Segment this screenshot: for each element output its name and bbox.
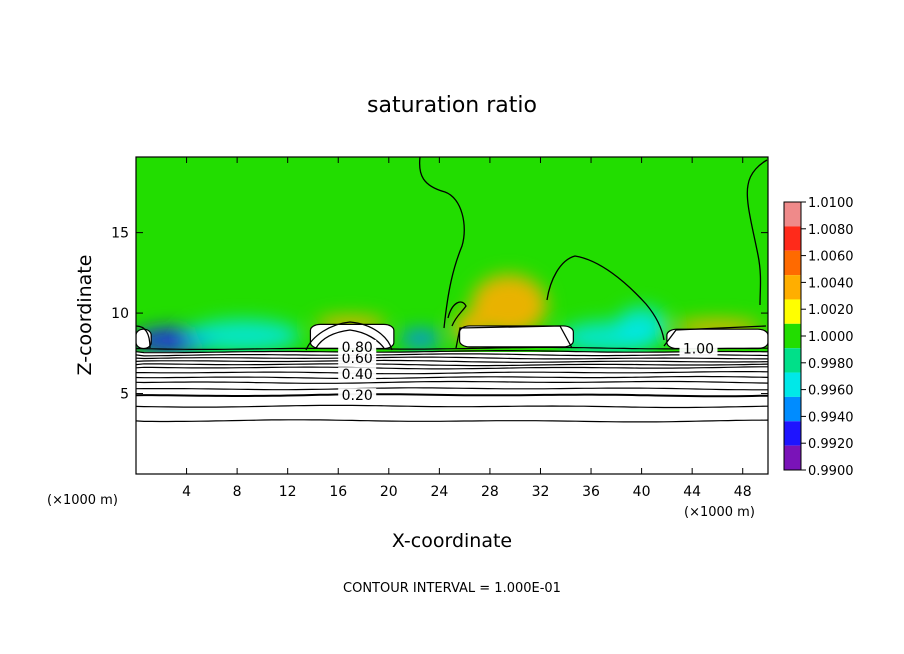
x-tick-label-7: 32 bbox=[532, 484, 550, 500]
dry-anomaly-1 bbox=[186, 319, 301, 352]
colorbar-tick-label-9: 0.9920 bbox=[808, 437, 854, 452]
y-axis-ticks: 5 10 15 bbox=[111, 226, 768, 403]
contour-interval-footer: CONTOUR INTERVAL = 1.000E-01 bbox=[343, 581, 561, 596]
stratum-contour-5 bbox=[136, 363, 768, 367]
dry-anomaly-2 bbox=[400, 329, 441, 349]
contour-label-bg-3 bbox=[338, 339, 377, 354]
x-tick-label-5: 24 bbox=[430, 484, 448, 500]
saturated-region-2 bbox=[458, 325, 574, 348]
contour-lines bbox=[136, 157, 768, 351]
stratum-contour-7 bbox=[136, 371, 768, 375]
stratum-contour-2 bbox=[136, 353, 768, 357]
cloud-contour-arch bbox=[305, 321, 393, 351]
x-tick-label-8: 36 bbox=[582, 484, 600, 500]
colorbar-band-8 bbox=[784, 396, 801, 422]
colorbar-band-5 bbox=[784, 323, 801, 349]
colorbar-tick-label-8: 0.9940 bbox=[808, 410, 854, 425]
colorbar-band-9 bbox=[784, 421, 801, 446]
colorbar-band-0 bbox=[784, 202, 801, 227]
stratum-contour-1 bbox=[136, 350, 768, 354]
x-tick-label-10: 44 bbox=[683, 484, 701, 500]
y-tick-label-1: 10 bbox=[111, 306, 129, 322]
stratum-contour-10 bbox=[136, 387, 768, 391]
colorbar-tick-label-5: 1.0000 bbox=[808, 330, 854, 345]
contour-label-bg-0 bbox=[338, 388, 377, 403]
contour-label-0: 0.20 bbox=[342, 388, 373, 404]
colorbar-band-6 bbox=[784, 348, 801, 373]
stratum-contour-4 bbox=[136, 359, 768, 363]
colorbar-band-10 bbox=[784, 445, 801, 470]
colorbar-tick-label-4: 1.0020 bbox=[808, 303, 854, 318]
x-tick-label-9: 40 bbox=[633, 484, 651, 500]
x-tick-label-1: 8 bbox=[233, 484, 242, 500]
colorbar-tick-label-1: 1.0080 bbox=[808, 223, 854, 238]
contour-label-bg-2 bbox=[338, 351, 377, 366]
x-tick-label-4: 20 bbox=[380, 484, 398, 500]
x-tick-label-2: 12 bbox=[279, 484, 297, 500]
cloud-top-contour-left bbox=[418, 157, 465, 329]
x-tick-label-3: 16 bbox=[329, 484, 347, 500]
colorbar-tick-label-10: 0.9900 bbox=[808, 464, 854, 479]
contour-label-bg-4 bbox=[679, 341, 718, 356]
colorbar-tick-label-7: 0.9960 bbox=[808, 384, 854, 399]
x-tick-label-6: 28 bbox=[481, 484, 499, 500]
contour-label-group: 0.20 0.400.600.80 1.00 bbox=[338, 339, 718, 404]
contour-label-3: 0.80 bbox=[342, 340, 373, 356]
y-axis-label: Z-coordinate bbox=[74, 255, 96, 376]
stratum-contour-11 bbox=[136, 393, 768, 398]
x-tick-label-11: 48 bbox=[734, 484, 752, 500]
contour-label-2: 0.60 bbox=[342, 351, 373, 367]
cloud-top-contour-right bbox=[746, 159, 768, 306]
stratum-contour-3 bbox=[136, 356, 768, 360]
x-axis-label: X-coordinate bbox=[392, 530, 512, 552]
stratum-contour-9 bbox=[136, 380, 768, 384]
plot-frame bbox=[135, 156, 769, 475]
lower-unsaturated-region bbox=[136, 352, 768, 474]
y-tick-label-0: 5 bbox=[120, 387, 129, 403]
contour-label-4: 1.00 bbox=[683, 341, 714, 357]
cloud-top-contour-mid bbox=[546, 255, 665, 341]
stratified-contours bbox=[136, 346, 768, 423]
x-axis-unit: (×1000 m) bbox=[684, 505, 755, 520]
colorbar-tick-label-0: 1.0100 bbox=[808, 196, 854, 211]
colorbar-band-3 bbox=[784, 275, 801, 300]
colorbar-tick-label-6: 0.9980 bbox=[808, 357, 854, 372]
x-tick-label-0: 4 bbox=[182, 484, 191, 500]
colorbar-band-1 bbox=[784, 226, 801, 251]
cloud-contour-left-edge bbox=[136, 325, 151, 349]
colorbar-tick-label-2: 1.0060 bbox=[808, 250, 854, 265]
colorbar-band-4 bbox=[784, 299, 801, 324]
z-axis-unit: (×1000 m) bbox=[47, 493, 118, 508]
chart-title: saturation ratio bbox=[367, 93, 537, 118]
stratum-contour-8 bbox=[136, 375, 768, 380]
contour-label-1: 0.40 bbox=[342, 367, 373, 383]
saturated-layer bbox=[136, 323, 768, 350]
contour-label-bg-1 bbox=[338, 367, 377, 382]
cloud-contour-arch-inner bbox=[315, 329, 385, 349]
cloud-contour-box-right bbox=[663, 325, 767, 347]
colorbar-band-2 bbox=[784, 250, 801, 276]
contour-small-feature bbox=[447, 301, 467, 327]
y-tick-label-2: 15 bbox=[111, 226, 129, 242]
colorbar-band-7 bbox=[784, 372, 801, 397]
colorbar: 1.0100 1.0080 1.0060 1.0040 1.0020 1.0000 0.99… bbox=[783, 196, 854, 479]
cloud-contour-box-mid bbox=[455, 325, 573, 349]
colorbar-tick-label-3: 1.0040 bbox=[808, 276, 854, 291]
stratum-contour-0 bbox=[136, 346, 768, 350]
warm-anomaly-0 bbox=[470, 274, 547, 336]
stratum-contour-13 bbox=[136, 419, 768, 423]
stratum-contour-12 bbox=[136, 404, 768, 409]
plot-area: 0.200.400.600.80 1.00 4 8 12 16 20 24 28 32 36 40 4… bbox=[111, 156, 769, 500]
x-axis-ticks: 4 8 12 16 20 24 28 32 36 40 44 48 bbox=[182, 157, 752, 500]
stratum-contour-6 bbox=[136, 366, 768, 370]
